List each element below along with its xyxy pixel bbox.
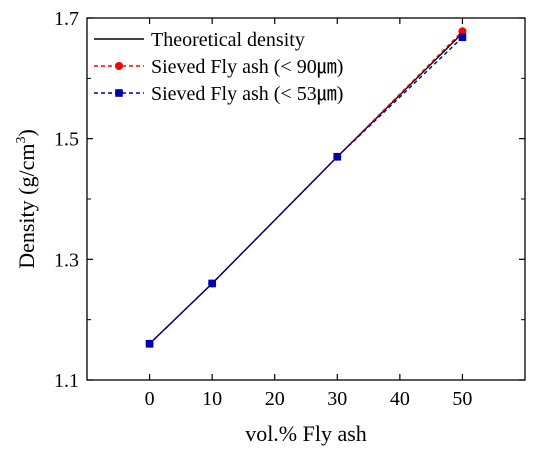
data-point	[145, 340, 154, 348]
legend-label-2: Sieved Fly ash (< 90㎛)	[151, 56, 343, 78]
data-point	[458, 33, 467, 42]
y-axis-label-main: Density (g/cm	[14, 144, 39, 269]
y-tick-label: 1.1	[54, 370, 79, 392]
y-axis-label: Density (g/cm3)	[14, 129, 39, 269]
legend-label-1: Theoretical density	[151, 29, 305, 51]
legend-label-3: Sieved Fly ash (< 53㎛)	[151, 83, 343, 105]
data-point	[333, 152, 342, 161]
x-tick-label: 30	[327, 388, 347, 410]
x-tick-label: 0	[145, 388, 155, 410]
ticks-layer: 0 10 20 30 40 50 1.1 1.3 1.5 1.7	[54, 8, 525, 410]
legend-marker-3	[115, 89, 123, 97]
legend: Theoretical density Sieved Fly ash (< 90㎛…	[94, 29, 343, 105]
y-tick-label: 1.7	[54, 8, 79, 30]
data-point	[208, 279, 216, 288]
x-tick-label: 20	[265, 388, 285, 410]
x-tick-label: 50	[452, 388, 472, 410]
series-layer	[145, 27, 467, 348]
y-tick-label: 1.3	[54, 249, 79, 271]
y-axis-label-close: )	[14, 129, 39, 136]
series-line-3	[149, 36, 463, 345]
x-tick-label: 10	[202, 388, 222, 410]
x-tick-label: 40	[390, 388, 410, 410]
x-axis-label: vol.% Fly ash	[245, 421, 367, 446]
y-tick-label: 1.5	[54, 129, 79, 151]
data-point	[458, 27, 467, 36]
legend-marker-2	[115, 62, 123, 70]
y-axis-label-superscript: 3	[14, 137, 29, 144]
